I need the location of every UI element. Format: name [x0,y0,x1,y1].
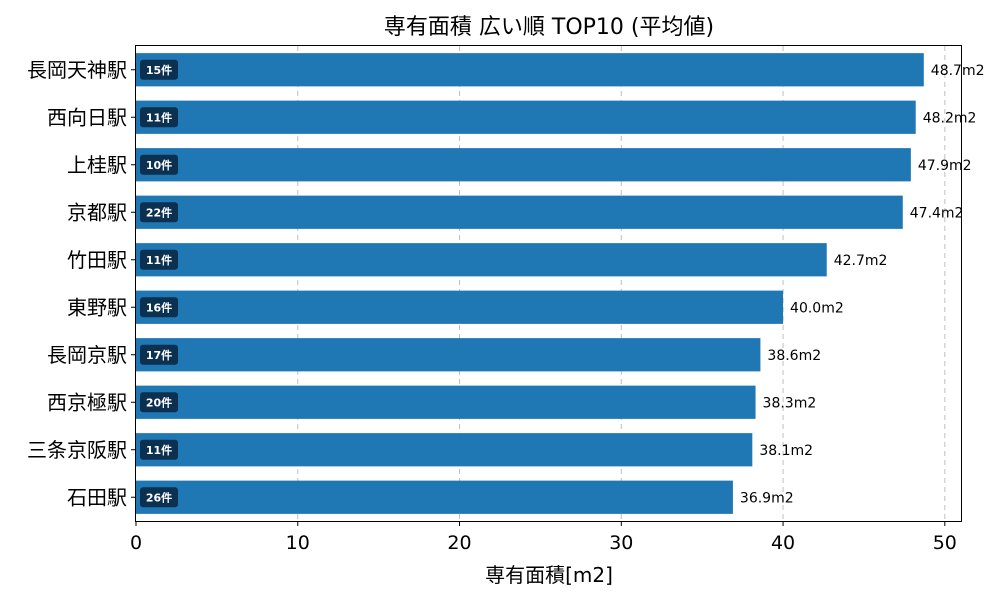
count-badge [140,392,178,413]
x-tick-label: 20 [447,532,471,554]
x-axis-label: 専有面積[m2] [485,563,613,587]
count-label: 11件 [146,253,172,267]
bar [136,53,924,87]
category-label: 東野駅 [67,295,127,319]
value-label: 48.7m2 [931,63,985,79]
category-label: 長岡京駅 [47,343,127,367]
count-badge [140,249,178,270]
category-label: 石田駅 [67,485,127,509]
bar [136,338,761,372]
x-tick-label: 30 [609,532,633,554]
count-badge [140,154,178,175]
category-label: 西向日駅 [47,105,127,129]
category-label: 竹田駅 [67,248,127,272]
plot-frame [135,45,962,522]
value-label: 38.3m2 [763,395,817,411]
value-label: 40.0m2 [790,300,844,316]
count-label: 26件 [146,490,172,504]
value-label: 48.2m2 [923,110,977,126]
x-tick-label: 50 [933,532,957,554]
count-label: 11件 [146,110,172,124]
value-label: 47.4m2 [910,205,964,221]
category-label: 西京極駅 [47,390,127,414]
value-label: 47.9m2 [918,158,972,174]
plot-area-border [135,45,962,522]
bars: 15件 48.7m2 11件 48.2m2 10件 47.9m2 22件 47.4m2 11件 4… [136,53,985,514]
bar [136,433,753,467]
count-label: 16件 [146,300,172,314]
count-badge [140,59,178,80]
chart-title: 専有面積 広い順 TOP10 (平均値) [384,15,714,40]
count-label: 15件 [146,63,172,77]
bar [136,385,756,419]
count-label: 10件 [146,158,172,172]
bar [136,195,903,229]
grid-lines [297,46,946,521]
count-badge [140,487,178,508]
bar [136,290,784,324]
count-badge [140,107,178,128]
category-label: 京都駅 [67,200,127,224]
bar [136,100,916,134]
value-label: 42.7m2 [834,253,888,269]
count-label: 20件 [146,395,172,409]
category-label: 上桂駅 [67,153,127,177]
count-label: 11件 [146,443,172,457]
count-badge [140,344,178,365]
bar [136,480,733,514]
x-tick-label: 0 [130,532,142,554]
value-label: 38.6m2 [767,348,821,364]
count-label: 22件 [146,205,172,219]
x-tick-label: 40 [771,532,795,554]
value-label: 38.1m2 [759,443,813,459]
count-badge [140,439,178,460]
category-label: 三条京阪駅 [27,438,127,462]
bar [136,243,827,277]
count-label: 17件 [146,348,172,362]
x-tick-label: 10 [286,532,310,554]
count-badge [140,297,178,318]
x-axis-ticks: 0 10 20 30 40 50 [130,521,957,554]
category-label: 長岡天神駅 [27,58,127,82]
value-label: 36.9m2 [740,490,794,506]
bar [136,148,911,182]
count-badge [140,202,178,223]
